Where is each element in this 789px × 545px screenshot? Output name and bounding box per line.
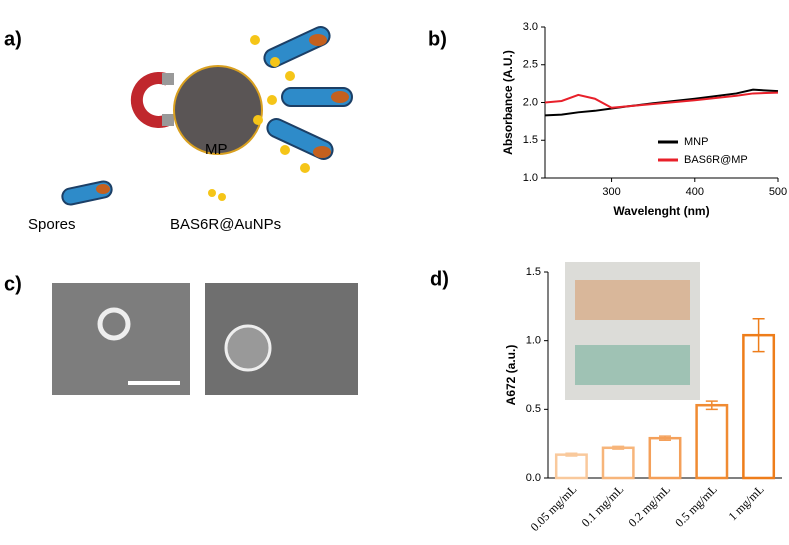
magnet: [130, 72, 174, 128]
panel-label: a): [4, 28, 22, 50]
y-axis-title: Absorbance (A.U.): [501, 50, 515, 155]
magnetic-particle: [173, 65, 263, 155]
bar: [601, 446, 635, 480]
bar: [695, 403, 729, 480]
error-bar: [705, 400, 718, 411]
y-axis-title: A672 (a.u.): [504, 345, 518, 406]
x-tick-label: 400: [686, 186, 704, 198]
y-tick-label: 2.0: [523, 96, 538, 108]
legend-label: MNP: [684, 136, 708, 148]
nanoparticles: [208, 35, 310, 201]
spore-image: [97, 307, 131, 341]
series-line: [544, 91, 779, 109]
error-bar: [565, 452, 578, 457]
panel-label: c): [4, 273, 22, 295]
x-tick-label: 0.2 mg/mL: [625, 482, 673, 530]
x-tick-label: 300: [602, 186, 620, 198]
x-tick-label: 0.1 mg/mL: [579, 482, 627, 530]
y-tick-label: 1.0: [526, 335, 541, 347]
y-tick-label: 0.5: [526, 403, 541, 415]
y-tick-label: 1.5: [526, 266, 541, 278]
nanoparticle-label: BAS6R@AuNPs: [170, 216, 281, 233]
bar: [554, 453, 588, 480]
panel-label: b): [428, 28, 447, 50]
y-tick-label: 3.0: [523, 21, 538, 33]
mp-label: MP: [205, 141, 228, 158]
spores-label: Spores: [28, 216, 76, 233]
x-tick-label: 0.05 mg/mL: [528, 482, 580, 534]
x-tick-label: 500: [769, 186, 787, 198]
panel-label: d): [430, 268, 449, 290]
x-tick-label: 0.5 mg/mL: [672, 482, 720, 530]
legend-label: BAS6R@MP: [684, 154, 748, 166]
x-tick-label: 1 mg/mL: [725, 482, 766, 523]
y-tick-label: 0.0: [526, 472, 541, 484]
bar: [742, 333, 776, 480]
error-bar: [659, 435, 671, 441]
inset-tubes: [575, 345, 690, 385]
bar: [648, 436, 682, 480]
micrograph: [52, 283, 190, 395]
error-bar: [612, 445, 625, 450]
y-tick-label: 1.5: [523, 134, 538, 146]
y-tick-label: 1.0: [523, 172, 538, 184]
error-bar: [752, 317, 765, 353]
x-axis-title: Wavelenght (nm): [613, 204, 709, 218]
spore-cores: [96, 34, 349, 194]
y-tick-label: 2.5: [523, 59, 538, 71]
complex-image: [224, 324, 272, 372]
inset-tubes: [575, 280, 690, 320]
